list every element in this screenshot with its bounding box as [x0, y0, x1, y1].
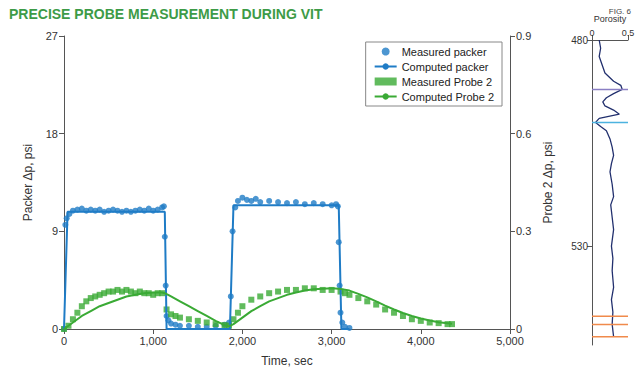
- svg-text:1,000: 1,000: [139, 335, 167, 347]
- svg-text:480: 480: [571, 35, 588, 46]
- svg-text:0.3: 0.3: [516, 225, 531, 237]
- svg-text:530: 530: [571, 241, 588, 252]
- svg-text:9: 9: [52, 225, 58, 237]
- svg-text:0: 0: [516, 323, 522, 335]
- svg-text:3,000: 3,000: [318, 335, 346, 347]
- svg-text:Computed packer: Computed packer: [402, 61, 489, 73]
- svg-text:Measured Probe 2: Measured Probe 2: [402, 76, 493, 88]
- svg-text:0.5: 0.5: [622, 28, 635, 38]
- svg-text:FIG. 6: FIG. 6: [609, 7, 632, 16]
- svg-text:0: 0: [52, 323, 58, 335]
- svg-text:5,000: 5,000: [496, 335, 524, 347]
- svg-text:0: 0: [61, 335, 67, 347]
- svg-text:0: 0: [589, 28, 594, 38]
- svg-text:0.9: 0.9: [516, 30, 531, 42]
- svg-text:Time, sec: Time, sec: [261, 354, 313, 368]
- svg-text:PRECISE PROBE MEASUREMENT DURI: PRECISE PROBE MEASUREMENT DURING VIT: [9, 6, 323, 22]
- svg-text:4,000: 4,000: [407, 335, 435, 347]
- svg-text:0.6: 0.6: [516, 128, 531, 140]
- svg-text:Probe 2 Δp, psi: Probe 2 Δp, psi: [541, 141, 555, 223]
- svg-text:Computed Probe 2: Computed Probe 2: [402, 91, 494, 103]
- svg-text:Packer Δp, psi: Packer Δp, psi: [21, 144, 35, 221]
- svg-text:18: 18: [46, 128, 58, 140]
- svg-text:27: 27: [46, 30, 58, 42]
- svg-text:Porosity: Porosity: [593, 13, 627, 24]
- svg-text:Measured packer: Measured packer: [402, 46, 487, 58]
- svg-text:2,000: 2,000: [229, 335, 257, 347]
